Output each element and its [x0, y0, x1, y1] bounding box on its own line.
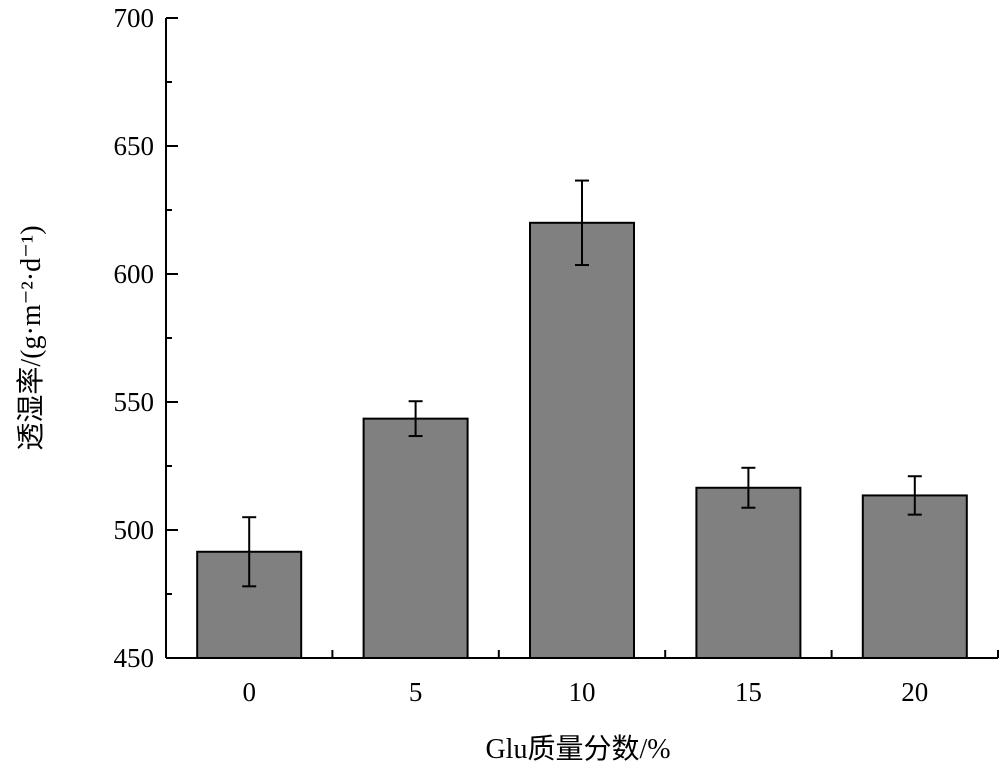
y-ticks-layer: 450 500 550 600 650 700: [114, 3, 178, 673]
y-tick-label: 700: [114, 3, 155, 33]
x-tick-label-20: 20: [901, 677, 928, 707]
x-tick-label-0: 0: [242, 677, 256, 707]
x-axis-title: Glu质量分数/%: [485, 733, 670, 765]
y-tick-label: 600: [114, 259, 155, 289]
error-bar-10: [575, 179, 589, 267]
x-tick-label-15: 15: [735, 677, 762, 707]
bar-15: [695, 486, 802, 660]
bar-10: [529, 221, 635, 660]
x-tick-label-10: 10: [569, 677, 596, 707]
x-ticks-layer: 0 5 10 15 20: [165, 650, 999, 707]
bar-5: [362, 417, 469, 660]
y-tick-label: 650: [114, 131, 155, 161]
y-axis-title: 透湿率/(g·m⁻²·d⁻¹): [15, 225, 47, 450]
error-bars-layer: [242, 179, 922, 588]
bar-20: [861, 494, 968, 659]
y-tick-label: 550: [114, 387, 155, 417]
error-bar-5: [408, 400, 423, 438]
y-tick-label: 450: [114, 643, 155, 673]
error-bar-0: [242, 516, 257, 588]
error-bar-20: [907, 475, 922, 516]
bars-layer: [196, 221, 968, 660]
x-tick-label-5: 5: [409, 677, 423, 707]
y-tick-label: 500: [114, 515, 155, 545]
error-bar-15: [741, 466, 756, 509]
